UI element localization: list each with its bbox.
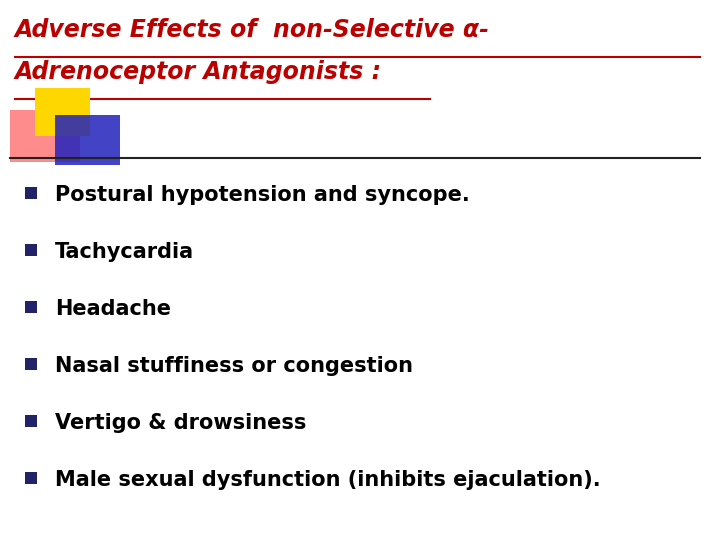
Bar	[35, 88, 90, 136]
Text: Vertigo & drowsiness: Vertigo & drowsiness	[55, 413, 307, 433]
Bar	[25, 301, 37, 313]
Text: Adverse Effects of  non-Selective α-: Adverse Effects of non-Selective α-	[15, 18, 490, 42]
Bar	[25, 472, 37, 484]
Text: Postural hypotension and syncope.: Postural hypotension and syncope.	[55, 185, 469, 205]
Bar	[25, 415, 37, 427]
Bar	[25, 187, 37, 199]
Bar	[25, 358, 37, 370]
Text: Tachycardia: Tachycardia	[55, 242, 194, 262]
Bar	[10, 110, 80, 162]
Text: Adrenoceptor Antagonists :: Adrenoceptor Antagonists :	[15, 60, 382, 84]
Bar	[55, 115, 120, 165]
Text: Male sexual dysfunction (inhibits ejaculation).: Male sexual dysfunction (inhibits ejacul…	[55, 470, 600, 490]
Bar	[25, 244, 37, 256]
Text: Nasal stuffiness or congestion: Nasal stuffiness or congestion	[55, 356, 413, 376]
Text: Headache: Headache	[55, 299, 171, 319]
